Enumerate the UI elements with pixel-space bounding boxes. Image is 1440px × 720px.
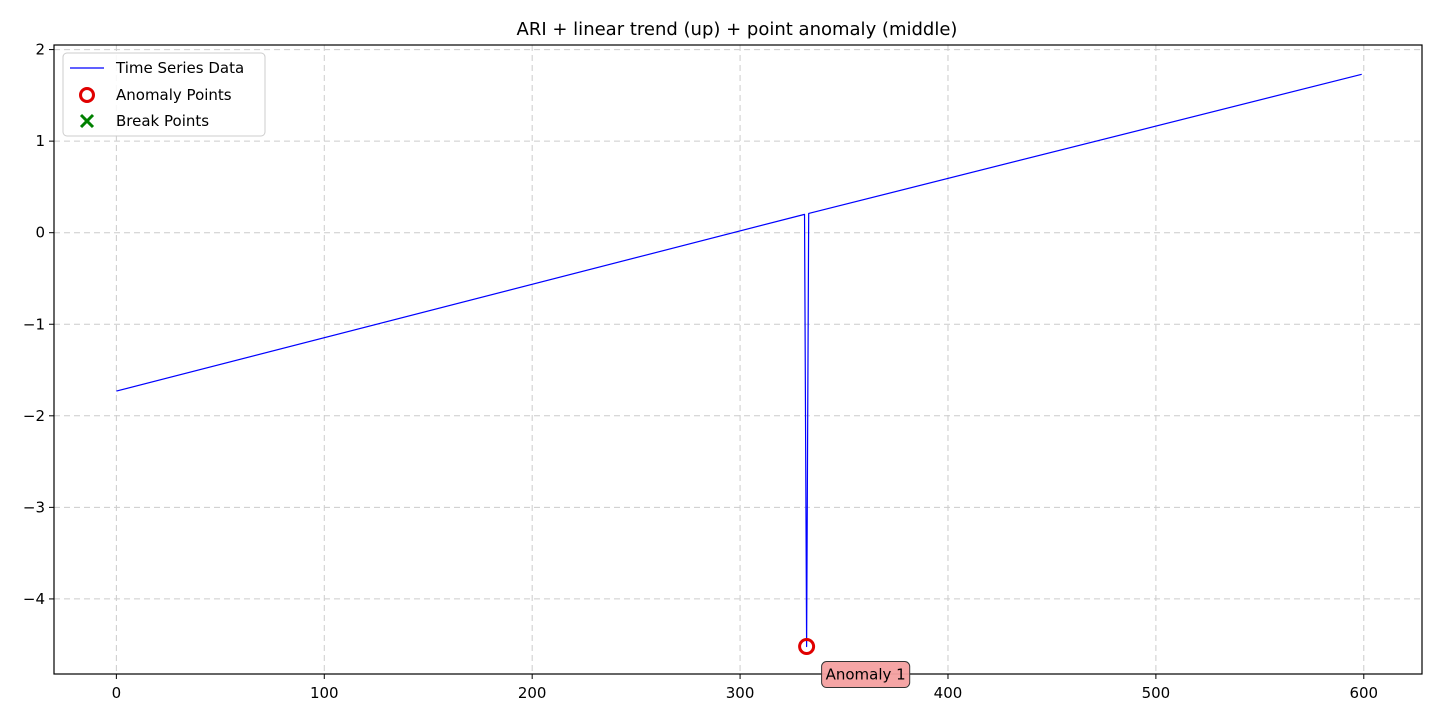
x-tick-label: 500 — [1142, 684, 1171, 702]
annotation-label: Anomaly 1 — [826, 666, 906, 684]
series-layer — [116, 73, 1362, 648]
tick-layer: 0 100 200 300 400 500 600 2 1 0 −1 −2 −3 −4 — [23, 41, 1378, 702]
annotation: Anomaly 1 — [821, 661, 911, 689]
x-tick-label: 600 — [1349, 684, 1378, 702]
y-tick-label: −2 — [23, 407, 45, 425]
legend-label-break: Break Points — [116, 112, 209, 130]
y-tick-label: −1 — [23, 315, 45, 333]
anomaly-point — [798, 638, 816, 656]
series-line — [116, 73, 1362, 648]
legend-label-anomaly: Anomaly Points — [116, 86, 232, 104]
x-tick-label: 100 — [310, 684, 339, 702]
grid — [54, 45, 1422, 674]
x-tick-label: 200 — [518, 684, 547, 702]
legend-box — [62, 52, 266, 137]
y-tick-label: 0 — [35, 224, 45, 242]
chart-title: ARI + linear trend (up) + point anomaly … — [517, 19, 958, 40]
legend-label-series: Time Series Data — [115, 59, 244, 77]
y-tick-label: −4 — [23, 590, 45, 608]
plot-frame — [53, 44, 1423, 675]
legend-break-swatch — [79, 113, 95, 129]
y-tick-label: 2 — [35, 41, 45, 59]
legend: Time Series Data Anomaly Points Break Poin… — [62, 52, 266, 137]
annotation-layer: Anomaly 1 — [821, 661, 911, 689]
annotation-box — [821, 661, 911, 689]
y-tick-label: 1 — [35, 132, 45, 150]
y-tick-label: −3 — [23, 498, 45, 516]
legend-anomaly-swatch — [79, 87, 95, 103]
x-tick-label: 300 — [726, 684, 755, 702]
x-tick-label: 0 — [112, 684, 122, 702]
marker-layer — [798, 638, 816, 656]
x-tick-label: 400 — [934, 684, 963, 702]
